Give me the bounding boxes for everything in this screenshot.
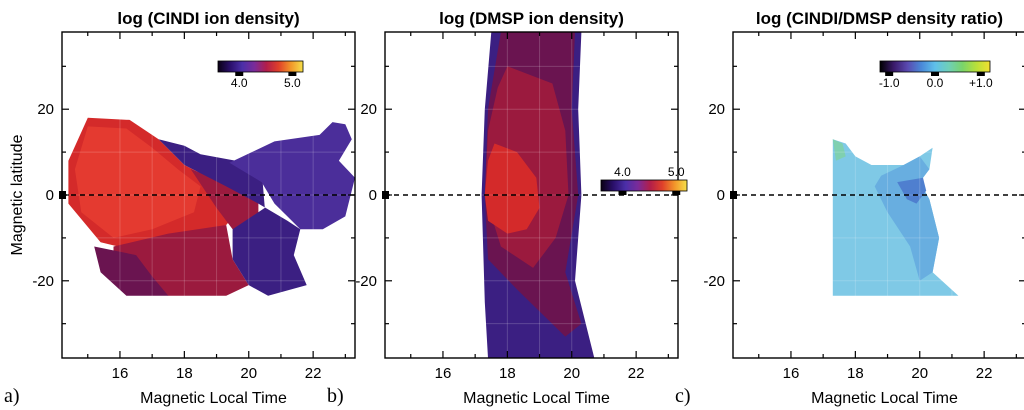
colorbar-tick-label: 5.0 [284,76,301,90]
contour-region-4 [484,143,540,234]
colorbar-tick-mark [976,72,985,76]
y-tick-label: -20 [703,273,725,290]
colorbar-tick-label: 4.0 [614,165,631,179]
y-tick-label: 20 [360,101,377,118]
colorbar-tick-label: -1.0 [879,76,900,90]
colorbar-gradient [879,60,991,73]
y-axis-label: Magnetic latitude [9,134,26,255]
y-tick-label: 20 [708,101,725,118]
colorbar: 4.0 5.0 [217,60,304,90]
colorbar-tick-mark [618,191,627,195]
x-tick-label: 18 [847,365,864,382]
colorbar-tick-mark [235,72,244,76]
x-tick-label: 20 [563,365,580,382]
x-tick-label: 18 [176,365,193,382]
x-axis-label: Magnetic Local Time [140,390,287,407]
colorbar-tick-label: 5.0 [668,165,685,179]
x-tick-label: 16 [783,365,800,382]
x-axis-label: Magnetic Local Time [811,390,958,407]
panel-letter: b) [327,385,344,407]
y-tick-label: -20 [355,273,377,290]
x-tick-label: 16 [435,365,452,382]
panel-1: 16 18 20 22 20 0 -20 log (CINDI ion density) Mag… [4,9,356,407]
contour-region-2 [74,126,201,238]
panel-letter: c) [675,385,691,407]
heatmap-area [385,32,678,358]
x-tick-label: 22 [305,365,322,382]
panel-2: 16 18 20 22 20 0 -20 log (DMSP ion density) Magn… [327,9,688,407]
colorbar-tick-mark [288,72,297,76]
colorbar-tick-mark [885,72,894,76]
colorbar: 4.0 5.0 [600,165,688,195]
contour-region-8 [229,122,355,230]
heatmap-area [733,32,1024,358]
x-tick-label: 20 [911,365,928,382]
contour-region-4 [190,169,259,230]
x-tick-label: 18 [499,365,516,382]
panel-letter: a) [4,385,20,407]
x-tick-label: 22 [976,365,993,382]
y-tick-label: 0 [717,187,725,204]
x-axis-label: Magnetic Local Time [463,390,610,407]
colorbar-tick-label: +1.0 [969,76,993,90]
contour-region-7 [158,139,307,296]
panel-title: log (CINDI/DMSP density ratio) [756,9,1003,28]
colorbar-tick-mark [931,72,939,76]
heatmap-area [62,32,355,358]
colorbar-tick-label: 0.0 [927,76,944,90]
contour-region-3 [897,177,927,204]
contour-region-4 [832,139,846,161]
x-tick-label: 20 [240,365,257,382]
colorbar-tick-mark [672,191,681,195]
y-tick-label: 0 [369,187,377,204]
y-tick-label: -20 [32,273,54,290]
colorbar-gradient [217,60,304,73]
colorbar-gradient [600,179,688,192]
x-tick-label: 22 [628,365,645,382]
contour-region-5 [94,246,169,296]
y-tick-label: 0 [46,187,54,204]
panel-title: log (DMSP ion density) [439,9,624,28]
panel-3: 16 18 20 22 20 0 -20 log (CINDI/DMSP density ra… [675,9,1024,407]
colorbar-tick-label: 4.0 [231,76,248,90]
contour-region-2 [874,156,940,281]
x-tick-label: 16 [112,365,129,382]
colorbar: -1.0 0.0 +1.0 [879,60,993,90]
panel-title: log (CINDI ion density) [117,9,299,28]
y-tick-label: 20 [37,101,54,118]
